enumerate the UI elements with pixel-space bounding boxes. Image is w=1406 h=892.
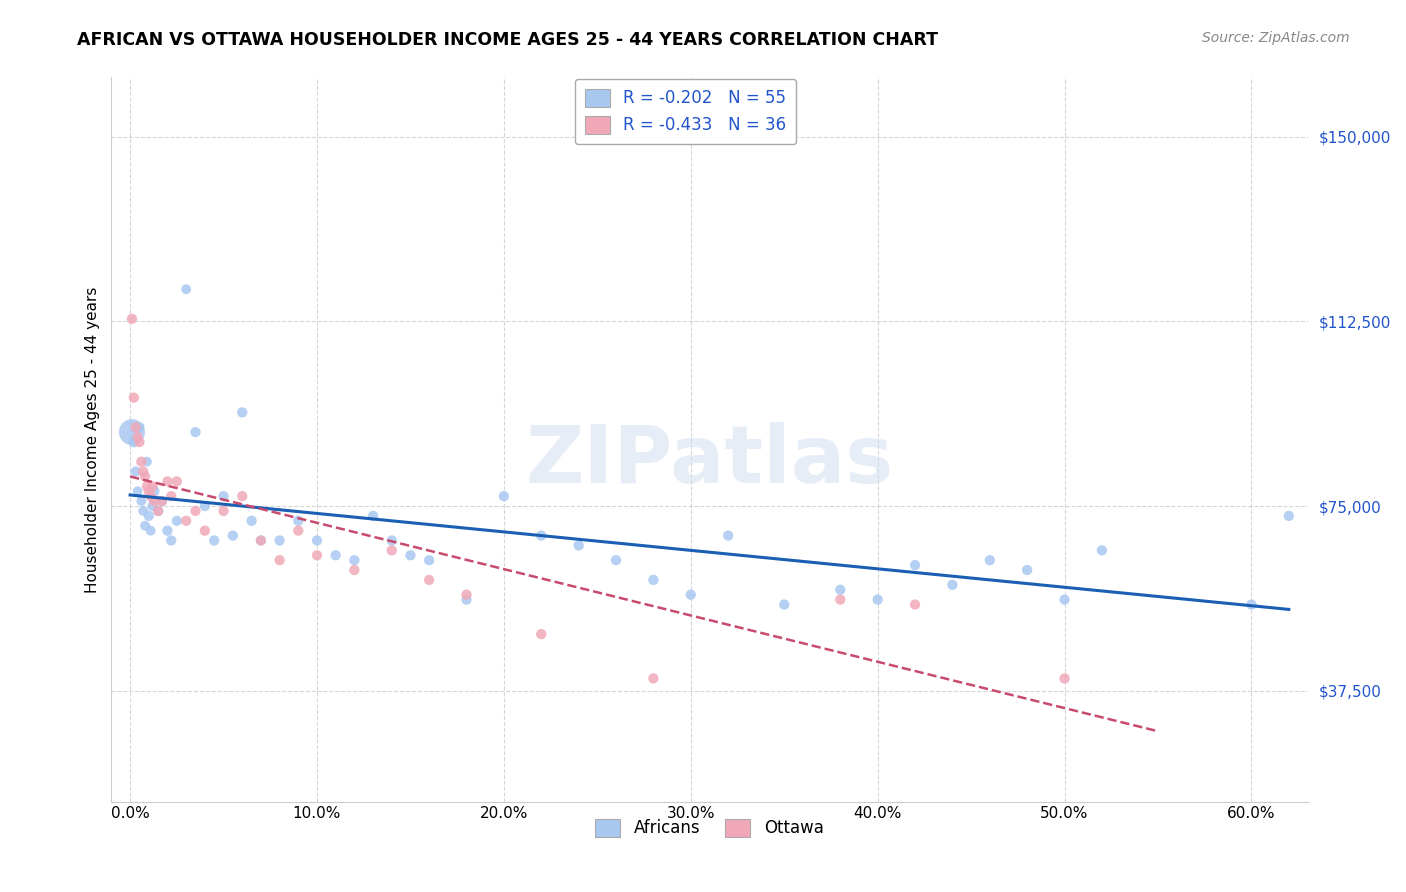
Point — [305, 549, 328, 563]
Point — [381, 543, 404, 558]
Point — [231, 489, 253, 503]
Point — [122, 391, 145, 405]
Point — [135, 479, 157, 493]
Point — [568, 538, 591, 552]
Point — [1091, 543, 1114, 558]
Point — [492, 489, 515, 503]
Point — [250, 533, 273, 548]
Point — [343, 553, 366, 567]
Point — [212, 489, 235, 503]
Point — [866, 592, 889, 607]
Point — [150, 494, 173, 508]
Point — [202, 533, 225, 548]
Point — [941, 578, 963, 592]
Point — [125, 420, 148, 434]
Point — [134, 469, 156, 483]
Point — [127, 430, 149, 444]
Point — [128, 434, 150, 449]
Point — [174, 282, 197, 296]
Point — [456, 588, 478, 602]
Point — [160, 489, 183, 503]
Point — [194, 499, 217, 513]
Point — [128, 420, 150, 434]
Point — [287, 514, 309, 528]
Point — [139, 489, 162, 503]
Point — [979, 553, 1001, 567]
Point — [1053, 672, 1076, 686]
Point — [138, 484, 160, 499]
Point — [456, 592, 478, 607]
Point — [1240, 598, 1263, 612]
Point — [381, 533, 404, 548]
Point — [131, 455, 153, 469]
Point — [643, 573, 665, 587]
Legend: Africans, Ottawa: Africans, Ottawa — [589, 812, 830, 844]
Point — [127, 484, 149, 499]
Point — [139, 524, 162, 538]
Text: Source: ZipAtlas.com: Source: ZipAtlas.com — [1202, 31, 1350, 45]
Point — [717, 528, 740, 542]
Point — [830, 582, 852, 597]
Point — [134, 518, 156, 533]
Point — [166, 475, 188, 489]
Point — [679, 588, 702, 602]
Point — [146, 504, 169, 518]
Point — [343, 563, 366, 577]
Point — [138, 508, 160, 523]
Point — [240, 514, 263, 528]
Text: ZIPatlas: ZIPatlas — [526, 422, 894, 500]
Point — [530, 528, 553, 542]
Point — [418, 573, 440, 587]
Point — [530, 627, 553, 641]
Point — [141, 499, 163, 513]
Point — [222, 528, 245, 542]
Point — [160, 533, 183, 548]
Point — [174, 514, 197, 528]
Point — [132, 465, 155, 479]
Point — [143, 494, 166, 508]
Point — [156, 524, 179, 538]
Point — [904, 558, 927, 573]
Point — [121, 425, 143, 439]
Point — [143, 484, 166, 499]
Text: AFRICAN VS OTTAWA HOUSEHOLDER INCOME AGES 25 - 44 YEARS CORRELATION CHART: AFRICAN VS OTTAWA HOUSEHOLDER INCOME AGE… — [77, 31, 938, 49]
Point — [194, 524, 217, 538]
Point — [418, 553, 440, 567]
Point — [830, 592, 852, 607]
Point — [250, 533, 273, 548]
Point — [141, 479, 163, 493]
Point — [150, 494, 173, 508]
Point — [305, 533, 328, 548]
Point — [135, 455, 157, 469]
Point — [132, 504, 155, 518]
Point — [146, 504, 169, 518]
Point — [269, 533, 291, 548]
Point — [122, 434, 145, 449]
Point — [1053, 592, 1076, 607]
Point — [325, 549, 347, 563]
Point — [1278, 508, 1301, 523]
Point — [125, 465, 148, 479]
Point — [121, 311, 143, 326]
Point — [184, 504, 207, 518]
Point — [231, 405, 253, 419]
Point — [131, 494, 153, 508]
Point — [166, 514, 188, 528]
Y-axis label: Householder Income Ages 25 - 44 years: Householder Income Ages 25 - 44 years — [86, 286, 100, 592]
Point — [269, 553, 291, 567]
Point — [184, 425, 207, 439]
Point — [904, 598, 927, 612]
Point — [773, 598, 796, 612]
Point — [212, 504, 235, 518]
Point — [399, 549, 422, 563]
Point — [605, 553, 627, 567]
Point — [287, 524, 309, 538]
Point — [1017, 563, 1039, 577]
Point — [156, 475, 179, 489]
Point — [361, 508, 384, 523]
Point — [643, 672, 665, 686]
